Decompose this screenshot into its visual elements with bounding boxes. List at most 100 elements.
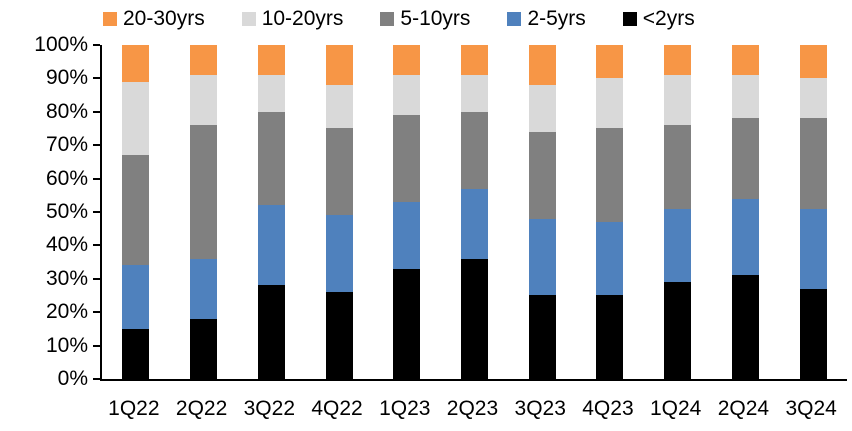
x-axis-label-4q22: 4Q22 bbox=[311, 397, 363, 420]
bar-1q24-segment-2-5yrs bbox=[664, 208, 692, 283]
bar-2q24-segment-2yrs bbox=[731, 275, 759, 379]
x-axis-label-3q24: 3Q24 bbox=[785, 397, 837, 420]
bar-3q24-segment-10-20yrs bbox=[799, 78, 827, 119]
bar-2q23-segment-20-30yrs bbox=[461, 45, 488, 76]
bar-3q24-segment-2yrs bbox=[799, 288, 827, 379]
y-axis-tick-label-0: 0% bbox=[57, 367, 88, 390]
bar-1q22-segment-10-20yrs bbox=[122, 81, 150, 156]
bar-3q22-segment-5-10yrs bbox=[257, 111, 285, 206]
legend-item-2-5yrs: 2-5yrs bbox=[507, 7, 586, 31]
y-axis-tick-mark bbox=[93, 110, 100, 113]
bar-2q23-segment-10-20yrs bbox=[461, 75, 488, 112]
bar-3q24-segment-20-30yrs bbox=[799, 45, 827, 79]
chart-legend: 20-30yrs 10-20yrs 5-10yrs 2-5yrs <2yrs bbox=[103, 7, 695, 31]
bar-1q22-segment-5-10yrs bbox=[122, 155, 150, 266]
legend-label-2yrs: <2yrs bbox=[642, 7, 695, 30]
bar-1q22-segment-2-5yrs bbox=[122, 265, 150, 329]
legend-item-10-20yrs: 10-20yrs bbox=[241, 7, 344, 31]
bar-1q23-segment-5-10yrs bbox=[393, 115, 421, 202]
bar-3q22-segment-20-30yrs bbox=[257, 45, 285, 76]
y-axis-tick-label-100: 100% bbox=[34, 33, 88, 56]
x-axis-label-2q22: 2Q22 bbox=[175, 397, 228, 420]
x-axis-label-1q23: 1Q23 bbox=[379, 397, 431, 420]
y-axis-tick-label-90: 90% bbox=[45, 66, 88, 90]
legend-swatch-10-20yrs-icon bbox=[241, 12, 256, 26]
bar-4q23-segment-10-20yrs bbox=[596, 78, 624, 129]
bar-3q22-segment-10-20yrs bbox=[257, 75, 285, 112]
y-axis-tick-mark bbox=[93, 311, 100, 314]
bar-1q23-segment-10-20yrs bbox=[393, 75, 421, 116]
bar-1q22-segment-2yrs bbox=[122, 328, 150, 379]
bar-3q22 bbox=[257, 45, 285, 379]
y-axis-tick-label-60: 60% bbox=[45, 166, 88, 190]
x-axis-label-3q23: 3Q23 bbox=[514, 397, 566, 420]
bar-4q22-segment-20-30yrs bbox=[325, 45, 353, 86]
bar-2q24 bbox=[731, 45, 759, 379]
bar-4q23 bbox=[596, 45, 624, 379]
y-axis-tick-mark bbox=[93, 44, 100, 46]
bar-1q22-segment-20-30yrs bbox=[122, 45, 150, 82]
bar-2q22-segment-20-30yrs bbox=[190, 45, 218, 76]
bar-4q22-segment-5-10yrs bbox=[325, 128, 353, 216]
legend-item-2yrs: <2yrs bbox=[622, 7, 695, 31]
legend-item-20-30yrs: 20-30yrs bbox=[103, 7, 205, 31]
legend-label-10-20yrs: 10-20yrs bbox=[261, 7, 344, 30]
bar-3q23-segment-2-5yrs bbox=[528, 218, 556, 296]
y-axis-tick-label-30: 30% bbox=[45, 266, 88, 290]
y-axis-tick-label-80: 80% bbox=[45, 99, 88, 123]
y-axis-tick-mark bbox=[93, 344, 100, 347]
bar-2q23-segment-2-5yrs bbox=[461, 188, 488, 259]
x-axis-label-4q23: 4Q23 bbox=[582, 397, 634, 420]
legend-swatch-5-10yrs-icon bbox=[380, 12, 395, 26]
bar-1q23-segment-2yrs bbox=[393, 268, 421, 379]
bar-2q24-segment-20-30yrs bbox=[731, 45, 759, 76]
y-axis-tick-mark bbox=[93, 177, 100, 180]
bar-3q23-segment-20-30yrs bbox=[528, 45, 556, 86]
x-axis-label-2q23: 2Q23 bbox=[446, 397, 499, 420]
bar-2q22 bbox=[190, 45, 218, 379]
bar-3q23 bbox=[528, 45, 556, 379]
y-axis-tick-mark bbox=[93, 277, 100, 280]
bar-1q24 bbox=[664, 45, 692, 379]
bar-1q24-segment-2yrs bbox=[664, 282, 692, 379]
bar-4q22 bbox=[325, 45, 353, 379]
x-axis-label-2q24: 2Q24 bbox=[717, 397, 770, 420]
bar-2q23 bbox=[461, 45, 488, 379]
bar-4q22-segment-2-5yrs bbox=[325, 215, 353, 293]
bar-1q22 bbox=[122, 45, 150, 379]
bar-2q24-segment-10-20yrs bbox=[731, 75, 759, 119]
bar-4q23-segment-5-10yrs bbox=[596, 128, 624, 222]
bar-1q24-segment-20-30yrs bbox=[664, 45, 692, 76]
bar-2q22-segment-2yrs bbox=[190, 318, 218, 379]
y-axis-tick-mark bbox=[93, 244, 100, 247]
y-axis-tick-mark bbox=[93, 144, 100, 147]
plot-area bbox=[100, 45, 847, 381]
bar-1q23 bbox=[393, 45, 421, 379]
bar-1q24-segment-5-10yrs bbox=[664, 125, 692, 209]
x-axis-label-3q22: 3Q22 bbox=[243, 397, 295, 420]
y-axis-tick-label-70: 70% bbox=[45, 133, 88, 157]
bar-2q23-segment-5-10yrs bbox=[461, 111, 488, 189]
y-axis-tick-mark bbox=[93, 211, 100, 213]
legend-swatch-2yrs-icon bbox=[622, 12, 637, 26]
bar-3q22-segment-2-5yrs bbox=[257, 205, 285, 286]
bar-3q24-segment-2-5yrs bbox=[799, 208, 827, 289]
bar-1q23-segment-2-5yrs bbox=[393, 201, 421, 269]
bar-3q23-segment-5-10yrs bbox=[528, 131, 556, 219]
bar-4q23-segment-2yrs bbox=[596, 295, 624, 379]
bar-2q22-segment-10-20yrs bbox=[190, 75, 218, 126]
bar-1q23-segment-20-30yrs bbox=[393, 45, 421, 76]
legend-swatch-20-30yrs-icon bbox=[103, 12, 117, 26]
x-axis-label-1q24: 1Q24 bbox=[649, 397, 702, 420]
bar-3q23-segment-10-20yrs bbox=[528, 85, 556, 132]
y-axis-tick-label-10: 10% bbox=[45, 333, 88, 357]
bar-2q22-segment-5-10yrs bbox=[190, 125, 218, 259]
bar-3q24 bbox=[799, 45, 827, 379]
bar-3q24-segment-5-10yrs bbox=[799, 118, 827, 209]
bar-4q22-segment-10-20yrs bbox=[325, 85, 353, 129]
bar-2q24-segment-5-10yrs bbox=[731, 118, 759, 199]
bar-3q23-segment-2yrs bbox=[528, 295, 556, 379]
legend-label-20-30yrs: 20-30yrs bbox=[123, 7, 205, 30]
bar-2q22-segment-2-5yrs bbox=[190, 258, 218, 319]
